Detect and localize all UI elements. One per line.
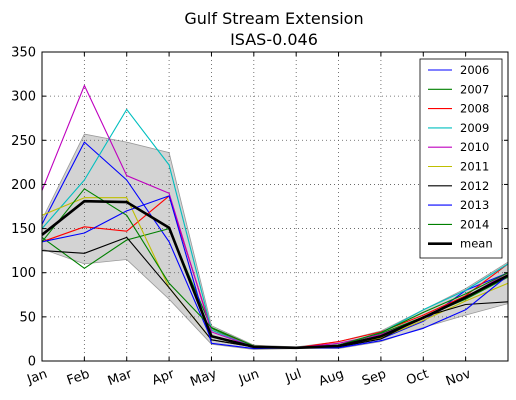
legend-label-2008: 2008 — [460, 102, 489, 116]
y-tick-label: 100 — [11, 266, 36, 281]
x-tick-label: Feb — [65, 367, 92, 389]
y-tick-label: 0 — [28, 355, 36, 370]
chart-title: Gulf Stream Extension — [184, 9, 363, 28]
x-tick-label: Oct — [404, 367, 430, 389]
x-tick-label: May — [188, 367, 219, 390]
legend-label-mean: mean — [460, 237, 493, 251]
legend-label-2006: 2006 — [460, 63, 489, 77]
chart-subtitle: ISAS-0.046 — [230, 30, 318, 49]
x-tick-label: Jul — [283, 367, 304, 387]
legend-label-2009: 2009 — [460, 121, 489, 135]
x-tick-label: Sep — [360, 367, 388, 389]
axes-frame — [41, 51, 509, 362]
legend-label-2014: 2014 — [460, 217, 489, 231]
series-lines — [41, 84, 509, 350]
y-tick-label: 300 — [11, 90, 36, 105]
legend-label-2011: 2011 — [460, 160, 489, 174]
x-tick-label: Nov — [444, 367, 473, 390]
legend: 2006 2007 2008 2009 2010 2011 2012 2013 2014 mean — [419, 58, 503, 259]
series-line-mean — [41, 199, 509, 350]
y-tick-label: 250 — [11, 134, 36, 149]
x-tick-label: Mar — [106, 366, 135, 389]
y-tick-label: 150 — [11, 222, 36, 237]
legend-label-2012: 2012 — [460, 179, 489, 193]
x-tick-label: Aug — [317, 367, 346, 390]
legend-label-2010: 2010 — [460, 140, 489, 154]
y-tick-label: 50 — [19, 310, 36, 325]
y-axis: 0 50 100 150 200 250 300 350 — [11, 46, 508, 370]
legend-label-2007: 2007 — [460, 82, 489, 96]
plot-frame — [41, 51, 509, 362]
y-tick-label: 350 — [11, 46, 36, 61]
x-tick-label: Jun — [236, 367, 261, 388]
legend-label-2013: 2013 — [460, 198, 489, 212]
x-tick-label: Jan — [24, 367, 49, 388]
y-tick-label: 200 — [11, 178, 36, 193]
x-tick-label: Apr — [150, 366, 177, 388]
